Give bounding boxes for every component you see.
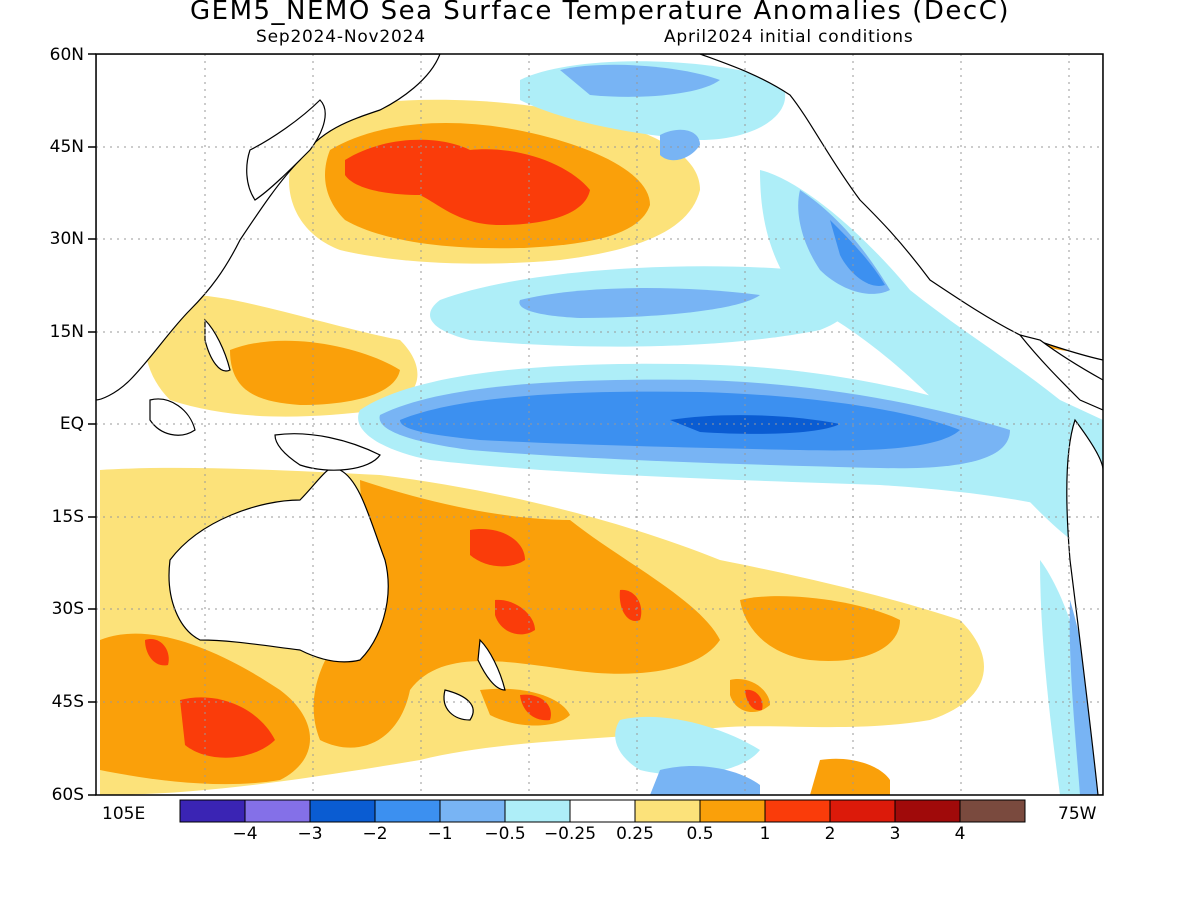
colorbar-swatch [764, 799, 831, 823]
south-america [1066, 418, 1103, 795]
colorbar-label: −2 [362, 824, 388, 844]
colorbar-swatch [829, 799, 896, 823]
colorbar-swatch [244, 799, 311, 823]
lat-label-15n: 15N [49, 322, 84, 342]
colorbar-label: −1 [427, 824, 453, 844]
asia [96, 54, 441, 401]
colorbar [179, 799, 1026, 823]
new-zealand-south [443, 689, 474, 721]
colorbar-label: 4 [954, 824, 966, 844]
colorbar-label: −0.5 [484, 824, 526, 844]
lon-label-left: 105E [102, 804, 146, 824]
colorbar-label: −0.25 [543, 824, 597, 844]
borneo [149, 398, 196, 436]
lat-label-45n: 45N [49, 137, 84, 157]
colorbar-swatch [699, 799, 766, 823]
lat-label-30s: 30S [51, 599, 84, 619]
colorbar-swatch [634, 799, 701, 823]
colorbar-swatch [959, 799, 1026, 823]
lat-label-60s: 60S [51, 785, 84, 805]
coastlines [96, 54, 1103, 795]
colorbar-label: −4 [232, 824, 258, 844]
colorbar-swatch [894, 799, 961, 823]
colorbar-label: −3 [297, 824, 323, 844]
y-ticks [88, 53, 96, 796]
graticule [96, 54, 1103, 795]
colorbar-swatch [504, 799, 571, 823]
lon-label-right: 75W [1058, 804, 1097, 824]
new-zealand-north [477, 638, 506, 691]
japan [246, 99, 326, 201]
colorbar-label: 0.25 [616, 824, 654, 844]
australia [168, 466, 389, 663]
lat-label-45s: 45S [51, 692, 84, 712]
colorbar-label: 1 [759, 824, 771, 844]
central-america [1018, 333, 1103, 411]
initial-conditions: April2024 initial conditions [664, 27, 914, 47]
colorbar-swatch [179, 799, 246, 823]
colorbar-swatch [309, 799, 376, 823]
colorbar-label: 2 [824, 824, 836, 844]
map-title: GEM5_NEMO Sea Surface Temperature Anomal… [190, 0, 1010, 26]
new-guinea [274, 433, 381, 471]
anomaly-field [96, 54, 1103, 795]
lat-label-60n: 60N [49, 45, 84, 65]
lat-label-30n: 30N [49, 229, 84, 249]
colorbar-swatch [374, 799, 441, 823]
colorbar-swatch [569, 799, 636, 823]
colorbar-label: 3 [889, 824, 901, 844]
lat-label-eq: EQ [59, 414, 84, 434]
colorbar-label: 0.5 [686, 824, 714, 844]
forecast-period: Sep2024-Nov2024 [256, 27, 426, 47]
colorbar-swatch [439, 799, 506, 823]
philippines [204, 318, 231, 372]
lat-label-15s: 15S [51, 507, 84, 527]
